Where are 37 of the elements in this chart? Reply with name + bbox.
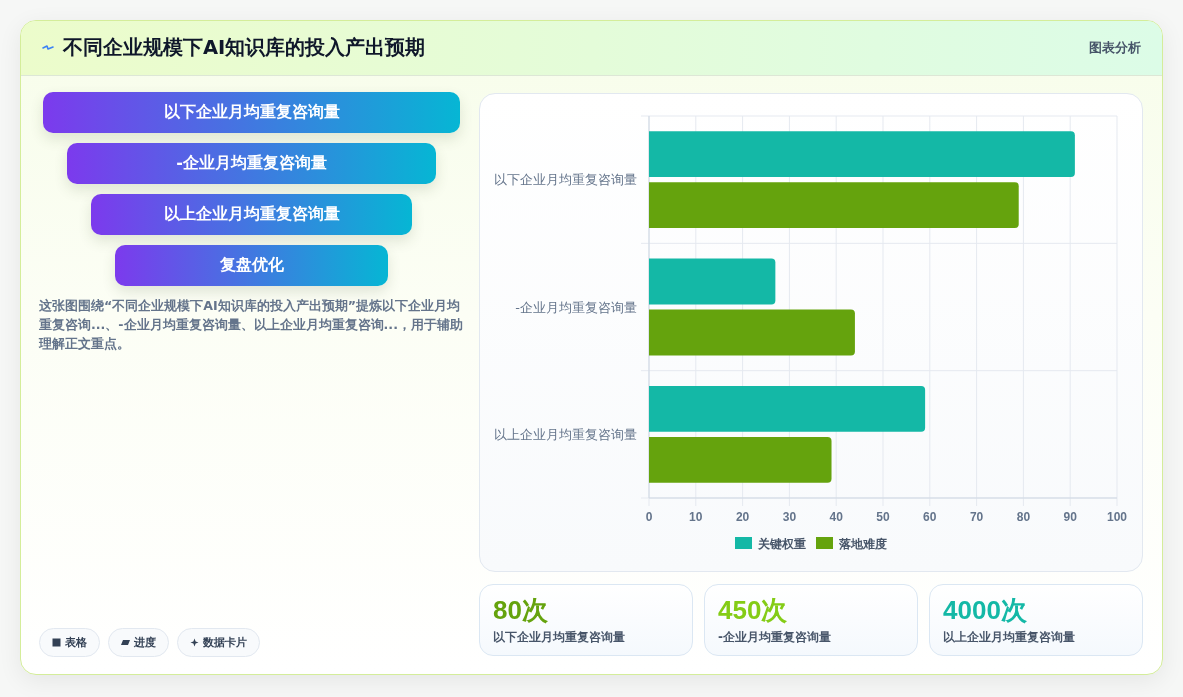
text: 数据卡片 bbox=[203, 635, 247, 650]
x-tick-label: 0 bbox=[645, 510, 653, 524]
y-tick-label: 以上企业月均重复咨询量 bbox=[494, 426, 637, 442]
x-tick-label: 50 bbox=[876, 510, 890, 524]
x-tick-label: 30 bbox=[782, 510, 797, 524]
text: 以上企业月均重复咨询量 bbox=[943, 629, 1075, 645]
text: 4000次 bbox=[943, 594, 1027, 626]
legend-label: 关键权重 bbox=[757, 536, 806, 551]
x-tick-label: 10 bbox=[689, 510, 703, 524]
category-label: 复盘优化 bbox=[219, 255, 284, 276]
x-tick-label: 20 bbox=[735, 510, 750, 524]
x-tick-label: 100 bbox=[1106, 510, 1128, 524]
text: 进度 bbox=[134, 635, 156, 650]
x-tick-label: 80 bbox=[1016, 510, 1031, 524]
y-tick-label: -企业月均重复咨询量 bbox=[515, 299, 637, 315]
bar bbox=[649, 385, 926, 432]
text: 表格 bbox=[65, 635, 87, 650]
text: 450次 bbox=[718, 594, 788, 626]
bar bbox=[649, 309, 855, 356]
category-label: -企业月均重复咨询量 bbox=[176, 153, 327, 174]
bar bbox=[649, 436, 832, 483]
y-tick-label: 以下企业月均重复咨询量 bbox=[494, 172, 637, 188]
x-tick-label: 60 bbox=[923, 510, 937, 524]
text: 80次 bbox=[493, 594, 548, 626]
category-label: 以下企业月均重复咨询量 bbox=[163, 102, 340, 123]
category-label: 以上企业月均重复咨询量 bbox=[163, 204, 340, 225]
text: -企业月均重复咨询量 bbox=[718, 629, 831, 645]
text: 图表分析 bbox=[1089, 39, 1141, 57]
bar bbox=[649, 182, 1019, 229]
x-tick-label: 40 bbox=[829, 510, 844, 524]
x-tick-label: 70 bbox=[969, 510, 984, 524]
bar bbox=[649, 131, 1075, 178]
x-tick-label: 90 bbox=[1063, 510, 1078, 524]
text: 不同企业规模下AI知识库的投入产出预期 bbox=[63, 35, 426, 61]
text: 这张图围绕“不同企业规模下AI知识库的投入产出预期”提炼以下企业月均重复咨询...、-企业月均重复咨询量、以上企业月均重复咨询...，用于辅助理解正文重点。 bbox=[39, 297, 464, 353]
legend-label: 落地难度 bbox=[838, 536, 887, 551]
bar bbox=[649, 258, 776, 305]
